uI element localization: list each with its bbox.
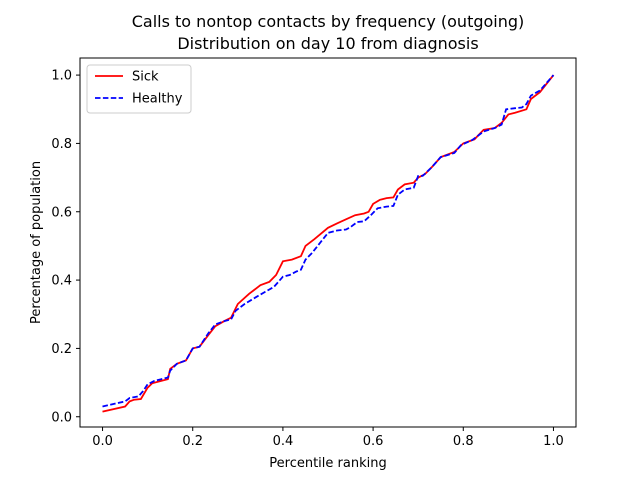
x-tick-label: 0.0 xyxy=(92,434,113,449)
y-tick-label: 0.2 xyxy=(51,342,72,357)
legend-label-sick: Sick xyxy=(132,70,159,85)
y-tick-label: 0.4 xyxy=(51,274,72,289)
legend-frame xyxy=(86,64,192,114)
y-axis-label: Percentage of population xyxy=(29,161,44,324)
y-tick-label: 0.8 xyxy=(51,137,72,152)
plot-area xyxy=(80,58,576,427)
chart-title: Calls to nontop contacts by frequency (o… xyxy=(132,12,525,31)
x-tick-label: 0.4 xyxy=(273,434,294,449)
legend-label-healthy: Healthy xyxy=(132,92,183,107)
x-tick-label: 0.8 xyxy=(453,434,474,449)
series-line-sick xyxy=(102,74,555,413)
plot-frame xyxy=(79,57,577,428)
y-tick-label: 1.0 xyxy=(51,69,72,84)
x-tick-label: 1.0 xyxy=(543,434,564,449)
series-layer xyxy=(102,74,555,413)
x-axis-label: Percentile ranking xyxy=(269,456,386,471)
x-tick-label: 0.2 xyxy=(182,434,203,449)
y-tick-label: 0.0 xyxy=(51,410,72,425)
chart-subtitle: Distribution on day 10 from diagnosis xyxy=(177,34,478,53)
y-tick-label: 0.6 xyxy=(51,205,72,220)
legend: Sick Healthy xyxy=(86,64,192,114)
x-tick-label: 0.6 xyxy=(363,434,384,449)
series-line-healthy xyxy=(102,74,555,408)
plot-background xyxy=(80,58,576,427)
ticks-layer: 0.0 0.2 0.4 0.6 0.8 1.0 0.0 0.2 0.4 0.6 0.8 1.0 xyxy=(51,69,563,449)
